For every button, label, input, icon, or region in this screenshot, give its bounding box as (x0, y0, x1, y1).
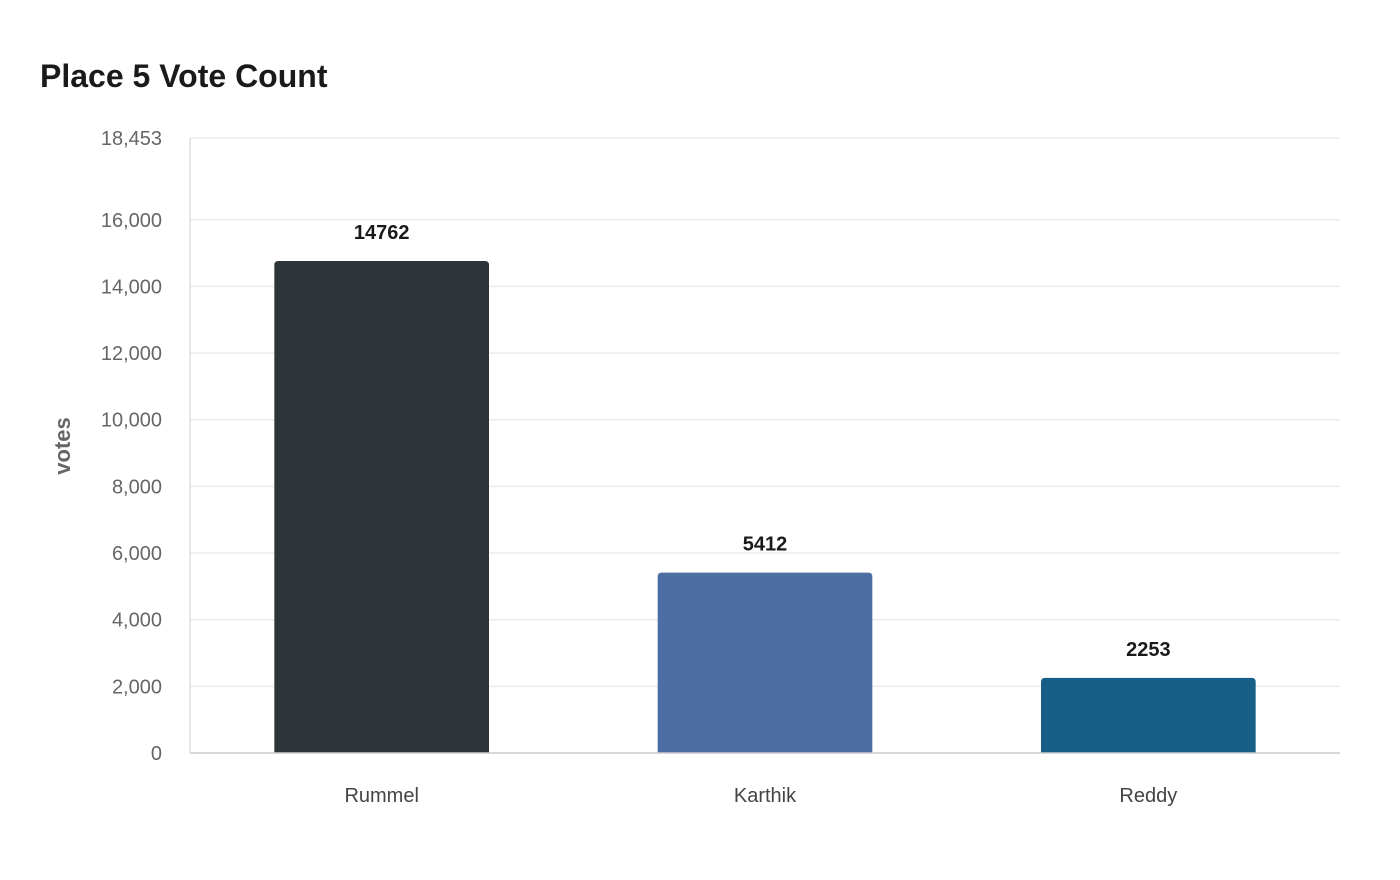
y-tick-label: 6,000 (112, 543, 162, 565)
y-axis-ticks: 0 2,000 4,000 6,000 8,000 10,000 12,000 14,000 1… (101, 128, 162, 765)
y-tick-label: 10,000 (101, 410, 162, 432)
data-label: 14762 (354, 222, 410, 244)
x-axis-ticks: Rummel Karthik Reddy (344, 785, 1177, 807)
y-tick-label: 0 (151, 743, 162, 765)
bar-rummel (274, 261, 489, 753)
x-tick-label: Reddy (1119, 785, 1177, 807)
y-tick-label: 18,453 (101, 128, 162, 150)
bars (274, 261, 1256, 753)
x-tick-label: Karthik (734, 785, 797, 807)
x-tick-label: Rummel (344, 785, 418, 807)
y-tick-label: 2,000 (112, 676, 162, 698)
bar-karthik (657, 572, 873, 753)
y-tick-label: 4,000 (112, 610, 162, 632)
data-labels: 14762 5412 2253 (354, 222, 1171, 661)
y-tick-label: 12,000 (101, 343, 162, 365)
y-tick-label: 8,000 (112, 476, 162, 498)
y-tick-label: 16,000 (101, 210, 162, 232)
bar-reddy (1041, 677, 1256, 753)
y-tick-label: 14,000 (101, 276, 162, 298)
data-label: 5412 (743, 534, 788, 556)
y-axis-title: votes (50, 417, 75, 474)
chart-title: Place 5 Vote Count (40, 58, 328, 94)
data-label: 2253 (1126, 639, 1171, 661)
